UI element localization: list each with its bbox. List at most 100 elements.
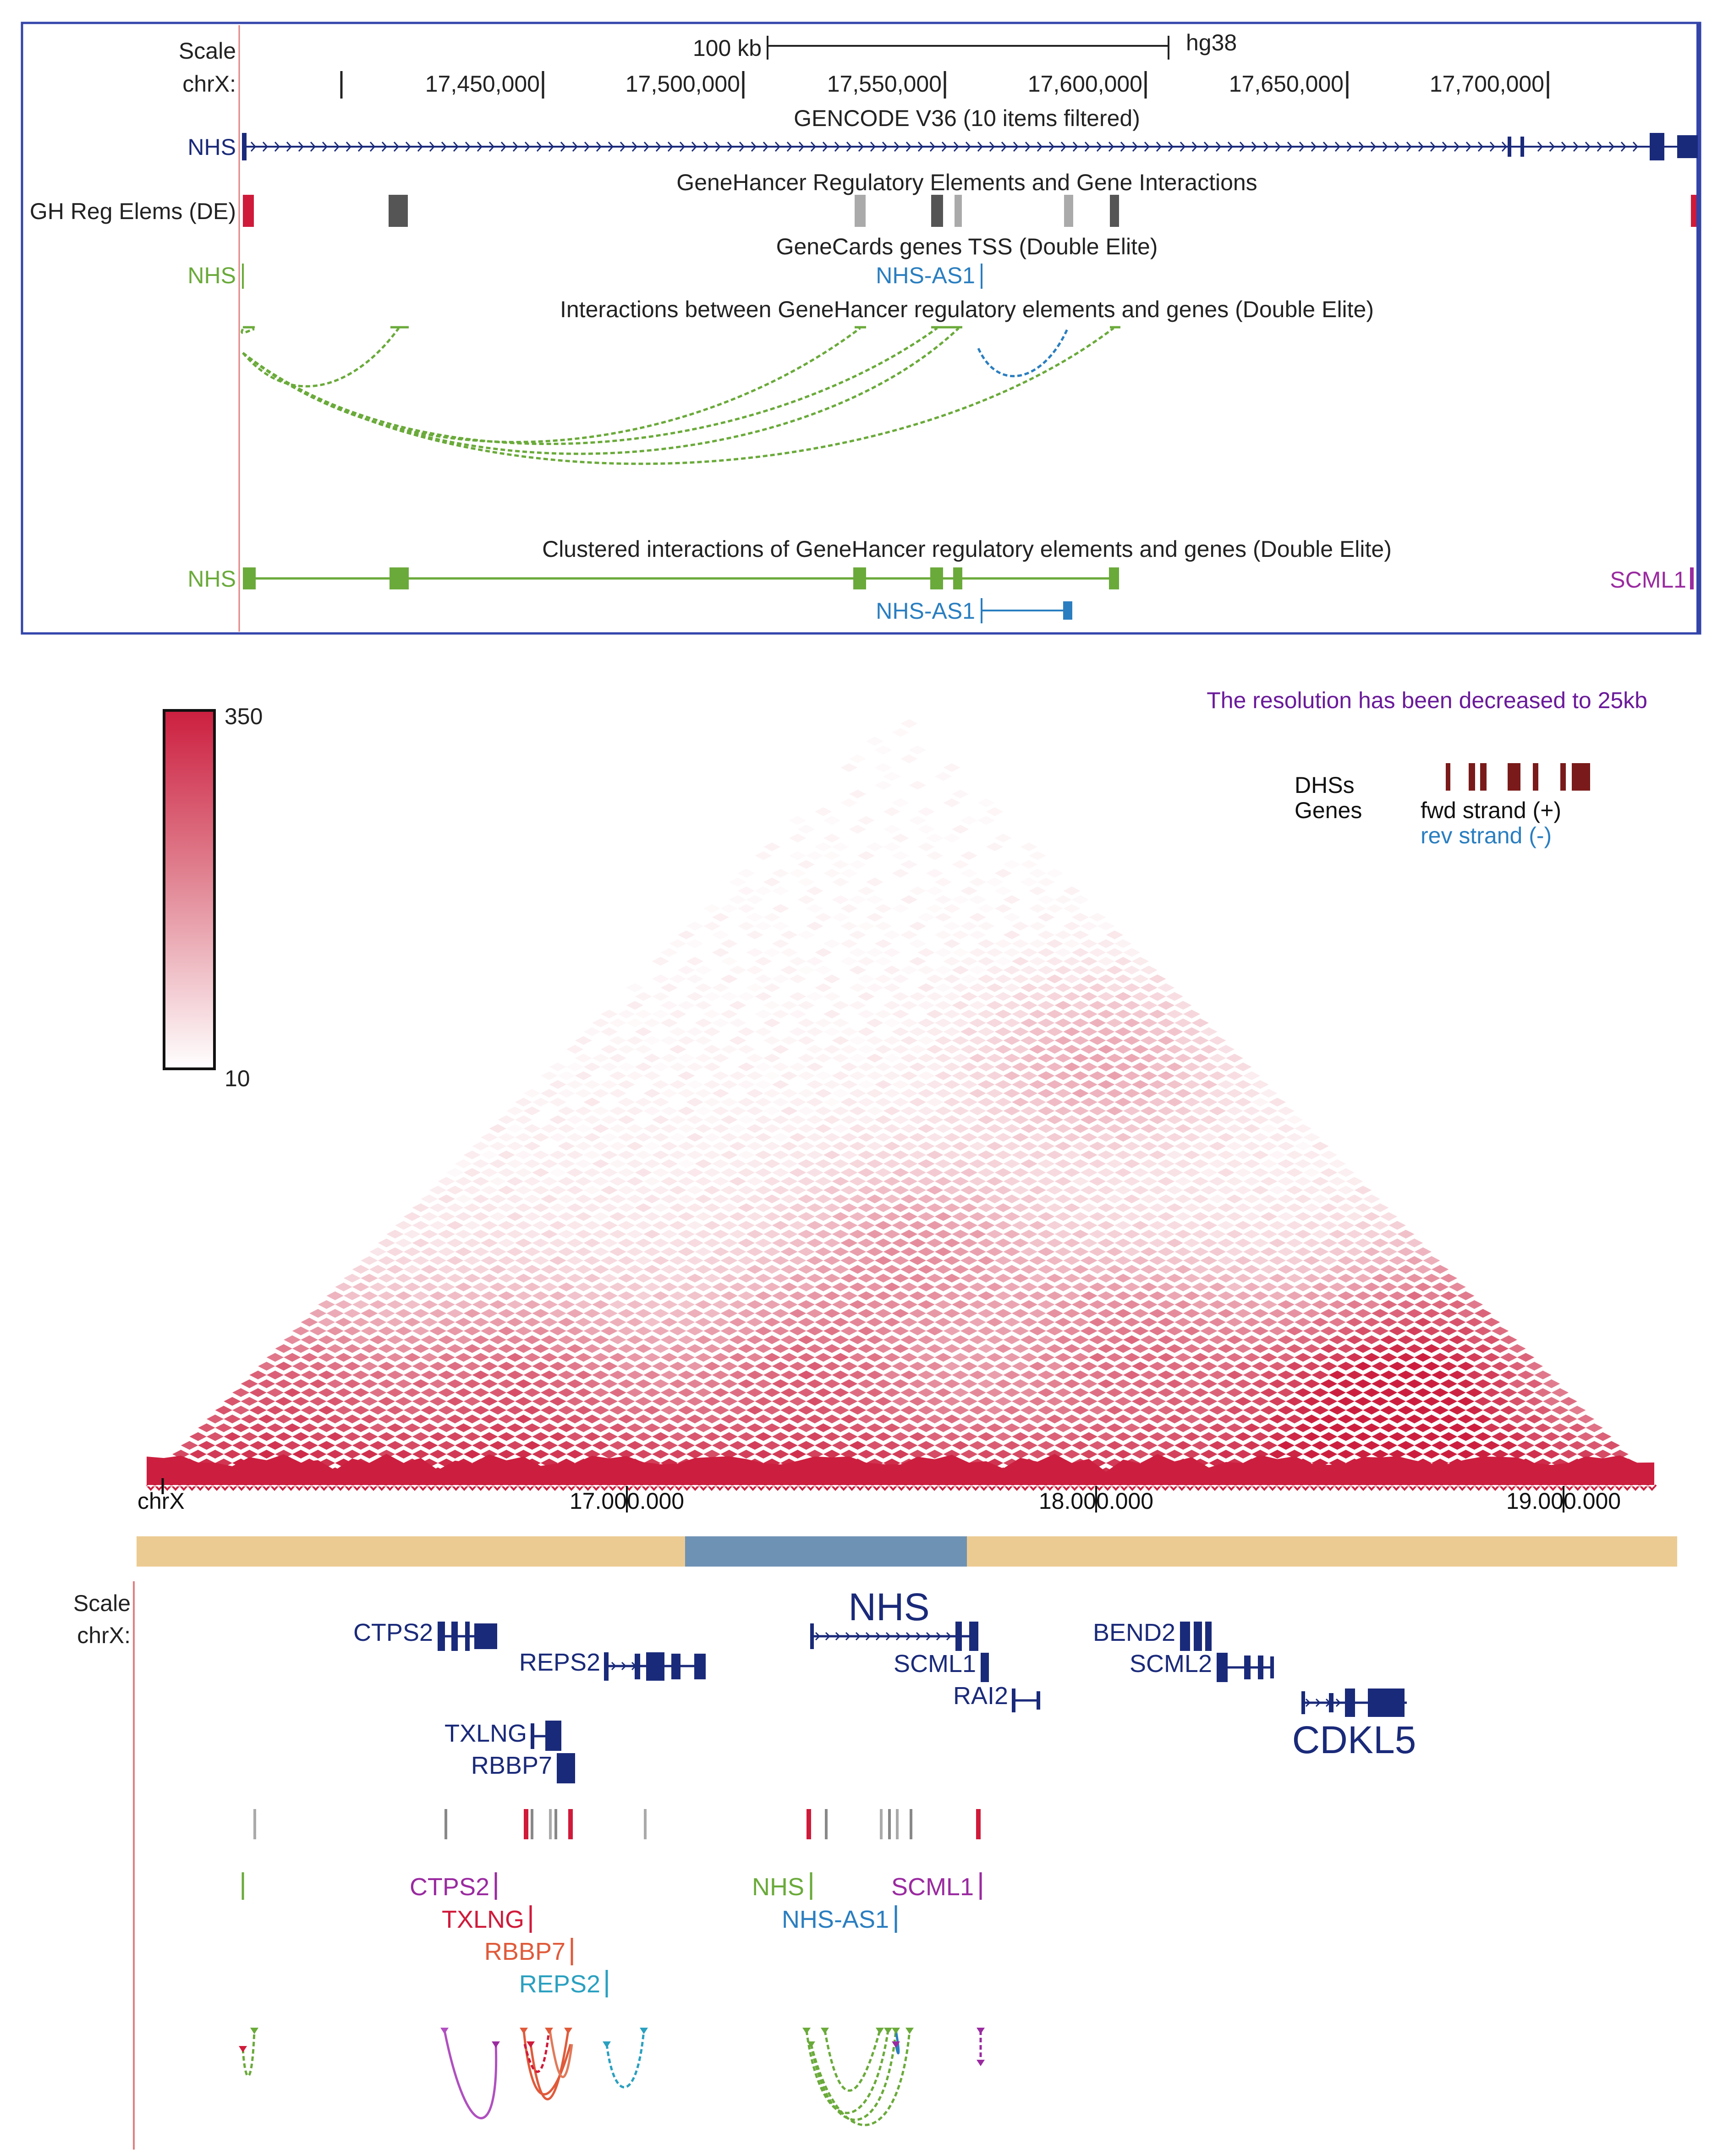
interaction-arc-nhs-as1[interactable]	[977, 327, 1069, 378]
tss-nhs-as1-label[interactable]: NHS-AS1	[876, 263, 975, 288]
clustered-block	[853, 567, 866, 589]
interaction-arc[interactable]	[805, 2030, 889, 2114]
tss-label-rbbp7[interactable]: RBBP7	[484, 1938, 565, 1965]
gh-element[interactable]	[568, 1809, 573, 1839]
hic-cell	[695, 1300, 712, 1309]
gh-element[interactable]	[1110, 195, 1119, 227]
gh-element[interactable]	[976, 1809, 981, 1839]
gene-label-ctps2[interactable]: CTPS2	[353, 1619, 433, 1646]
hic-cell	[1106, 1177, 1124, 1186]
hic-cell	[789, 1062, 807, 1072]
gh-element[interactable]	[807, 1809, 811, 1839]
gh-element[interactable]	[1064, 195, 1073, 227]
interaction-arc[interactable]	[549, 2030, 573, 2078]
tss-label-reps2[interactable]: REPS2	[519, 1970, 600, 1998]
clustered-nhs-as1-label[interactable]: NHS-AS1	[876, 598, 975, 624]
tss-label-txlng[interactable]: TXLNG	[442, 1906, 524, 1933]
hic-cell	[1191, 1265, 1209, 1274]
clustered-scml1-label[interactable]: SCML1	[1610, 567, 1686, 593]
interaction-arcs[interactable]	[241, 326, 1120, 465]
gh-element[interactable]	[524, 1809, 528, 1839]
gh-element[interactable]	[389, 195, 408, 227]
gene-label-nhs[interactable]: NHS	[848, 1585, 929, 1628]
interaction-arc[interactable]	[241, 2030, 256, 2077]
hic-cell	[746, 1265, 763, 1274]
gh-element[interactable]	[880, 1809, 883, 1839]
hic-cell	[1071, 1106, 1089, 1116]
interaction-arc[interactable]	[241, 328, 255, 334]
interaction-arc[interactable]	[529, 2030, 570, 2101]
gh-element[interactable]	[549, 1809, 552, 1839]
gh-element[interactable]	[955, 195, 962, 227]
gh-element[interactable]	[1691, 195, 1696, 227]
hic-cell	[737, 1362, 755, 1371]
gh-element[interactable]	[888, 1809, 891, 1839]
interaction-arc[interactable]	[242, 327, 938, 445]
hic-cell	[1320, 1414, 1338, 1424]
tss-label-scml1[interactable]: SCML1	[891, 1873, 974, 1901]
interaction-arc[interactable]	[605, 2030, 645, 2089]
hic-cell	[489, 1247, 507, 1256]
gh-element[interactable]	[444, 1809, 447, 1839]
tss-label-ctps2[interactable]: CTPS2	[410, 1873, 489, 1901]
hic-cell	[677, 1212, 695, 1221]
gh-element[interactable]	[931, 195, 943, 227]
hic-cell	[763, 1159, 781, 1168]
gene-label-rbbp7[interactable]: RBBP7	[471, 1752, 552, 1779]
gene-label-txlng[interactable]: TXLNG	[444, 1720, 527, 1747]
gh-element[interactable]	[896, 1809, 899, 1839]
gh-element[interactable]	[531, 1809, 533, 1839]
gh-element[interactable]	[554, 1809, 557, 1839]
gh-element[interactable]	[825, 1809, 828, 1839]
interaction-arc[interactable]	[242, 327, 400, 388]
gencode-nhs-label[interactable]: NHS	[187, 134, 236, 160]
hic-cell	[934, 772, 952, 781]
hic-cell	[635, 1168, 652, 1177]
hic-cell	[909, 1362, 927, 1371]
hic-cell	[635, 1256, 652, 1265]
gene-label-cdkl5[interactable]: CDKL5	[1292, 1718, 1416, 1761]
bottom-gh-elements[interactable]	[253, 1809, 981, 1839]
clustered-nhs-label[interactable]: NHS	[187, 566, 236, 592]
gene-label-reps2[interactable]: REPS2	[519, 1649, 600, 1676]
gh-element[interactable]	[910, 1809, 912, 1839]
bottom-interaction-arcs[interactable]	[241, 2030, 982, 2126]
hic-cell	[523, 1142, 541, 1151]
interaction-arc[interactable]	[894, 2030, 900, 2055]
hic-cell	[1183, 1080, 1201, 1089]
interaction-arc[interactable]	[823, 2030, 881, 2092]
hic-cell	[481, 1414, 498, 1424]
hic-cell	[857, 1203, 875, 1212]
gene-label-scml2[interactable]: SCML2	[1130, 1650, 1212, 1678]
gh-element[interactable]	[253, 1809, 256, 1839]
interaction-arc[interactable]	[810, 2030, 897, 2121]
hic-cell	[549, 1256, 566, 1265]
gene-label-rai2[interactable]: RAI2	[953, 1682, 1008, 1710]
gene-label-scml1[interactable]: SCML1	[894, 1650, 976, 1678]
tss-label-nhs-as1[interactable]: NHS-AS1	[782, 1906, 889, 1933]
gh-element[interactable]	[243, 195, 254, 227]
gh-element[interactable]	[644, 1809, 647, 1839]
tss-nhs-label[interactable]: NHS	[187, 263, 236, 288]
hic-cell	[1003, 1230, 1021, 1239]
hic-cell	[806, 1432, 823, 1441]
hic-cell	[600, 1362, 618, 1371]
hic-cell	[857, 851, 875, 860]
hic-cell	[789, 1203, 807, 1212]
hic-cell	[1260, 1194, 1278, 1204]
interaction-arc[interactable]	[523, 2030, 550, 2073]
region-bar-highlight[interactable]	[685, 1536, 967, 1548]
hic-cell	[1183, 1256, 1201, 1265]
gene-label-bend2[interactable]: BEND2	[1093, 1619, 1175, 1646]
hic-cell	[1054, 1053, 1072, 1063]
interaction-arc[interactable]	[443, 2030, 498, 2119]
gh-element[interactable]	[855, 195, 866, 227]
hic-cell	[566, 1397, 584, 1406]
strand-arrow	[1037, 141, 1043, 152]
region-bar-highlight-bottom[interactable]	[685, 1548, 967, 1567]
hic-cell	[326, 1326, 344, 1336]
tss-label-nhs[interactable]: NHS	[752, 1873, 804, 1901]
hic-cell	[1337, 1221, 1355, 1230]
interaction-arc[interactable]	[810, 2030, 911, 2126]
interaction-arc[interactable]	[242, 327, 1114, 465]
